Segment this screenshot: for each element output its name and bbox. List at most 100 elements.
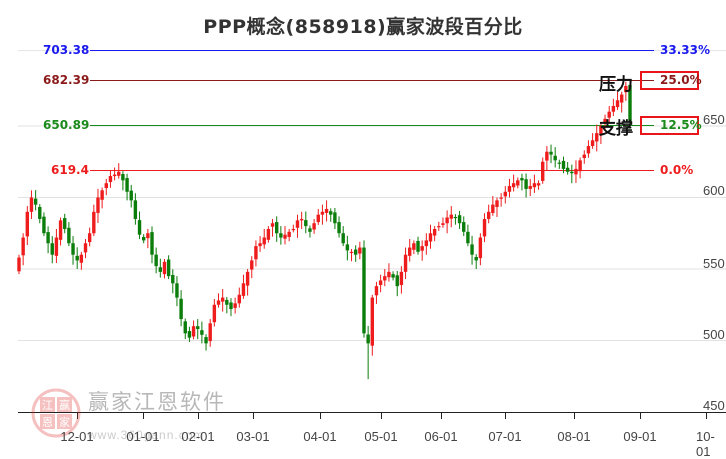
candle-body xyxy=(308,228,312,232)
candle-body xyxy=(237,294,241,304)
candle-body xyxy=(146,233,150,239)
candle-body xyxy=(337,222,341,234)
candle-body xyxy=(615,100,620,108)
candle-body xyxy=(179,298,183,320)
candle-body xyxy=(462,222,466,232)
candle-body xyxy=(245,271,250,286)
x-tick-label: 12-01 xyxy=(60,429,94,444)
x-tick-label: 01-01 xyxy=(126,429,160,444)
candle-body xyxy=(312,223,316,230)
candle-body xyxy=(611,105,616,112)
candle-body xyxy=(453,216,458,219)
candle-body xyxy=(79,254,84,263)
candle-body xyxy=(129,190,133,201)
candle-body xyxy=(399,271,404,286)
watermark-char: 恩 xyxy=(42,416,53,429)
candle-body xyxy=(370,297,374,346)
candle-body xyxy=(137,220,142,235)
level-pct-25: 25.0% xyxy=(660,73,702,87)
candle-body xyxy=(478,237,483,259)
candle-body xyxy=(75,255,79,261)
level-price-33: 703.38 xyxy=(43,43,90,57)
candle-body xyxy=(495,200,499,207)
candle-body xyxy=(229,302,233,310)
candle-body xyxy=(108,176,113,183)
candle-body xyxy=(133,200,138,219)
candle-body xyxy=(275,222,279,234)
candle-body xyxy=(117,171,121,176)
candle-body xyxy=(482,218,487,237)
x-tick-label: 07-01 xyxy=(488,429,522,444)
candle-body xyxy=(150,232,154,255)
y-tick-500: 500 xyxy=(703,327,725,342)
candle-body xyxy=(358,247,362,254)
level-box-125 xyxy=(640,116,699,135)
candle-body xyxy=(366,334,370,344)
candle-body xyxy=(565,167,570,172)
candle-body xyxy=(387,271,391,278)
x-tick-label: 02-01 xyxy=(181,429,215,444)
candle-body xyxy=(424,240,429,247)
candle-body xyxy=(557,162,562,164)
candle-body xyxy=(341,233,345,244)
candle-body xyxy=(545,151,549,161)
candle-body xyxy=(154,254,158,267)
candle-body xyxy=(507,186,512,192)
candle-body xyxy=(607,111,611,118)
candle-body xyxy=(200,330,204,335)
candle-body xyxy=(287,231,291,237)
candle-body xyxy=(432,228,437,236)
candle-body xyxy=(100,190,104,200)
candle-body xyxy=(353,249,358,255)
candle-body xyxy=(208,323,212,342)
candle-body xyxy=(324,208,329,213)
candle-body xyxy=(63,218,67,229)
candle-body xyxy=(570,171,574,174)
y-tick-600: 600 xyxy=(703,183,725,198)
candle-body xyxy=(524,179,528,189)
x-tick-label: 03-01 xyxy=(236,429,270,444)
watermark-logo-icon: 江 赢 恩 家 xyxy=(31,388,81,438)
candle-body xyxy=(486,211,491,219)
candle-body xyxy=(225,299,229,305)
candle-body xyxy=(304,220,308,227)
candle-body xyxy=(96,197,100,213)
y-tick-450: 450 xyxy=(703,398,725,413)
candle-body xyxy=(204,337,208,344)
candle-body xyxy=(457,215,462,224)
candle-body xyxy=(383,276,387,281)
candle-body xyxy=(250,260,254,270)
candle-body xyxy=(349,251,354,254)
candle-body xyxy=(320,211,325,215)
level-pct-33: 33.33% xyxy=(660,43,710,57)
candle-body xyxy=(374,286,379,296)
candle-body xyxy=(474,256,478,261)
candle-body xyxy=(87,233,92,243)
candle-body xyxy=(270,223,275,227)
candle-body xyxy=(220,297,225,302)
candle-body xyxy=(175,283,179,298)
y-tick-650: 650 xyxy=(703,112,725,127)
candle-body xyxy=(582,154,586,159)
candle-body xyxy=(216,300,221,305)
candle-body xyxy=(112,174,117,177)
candle-body xyxy=(241,283,246,296)
candle-body xyxy=(50,243,54,255)
candle-body xyxy=(42,216,46,234)
candle-body xyxy=(619,94,624,103)
candle-body xyxy=(590,140,595,147)
candle-body xyxy=(329,211,333,215)
candle-body xyxy=(166,259,171,277)
candle-body xyxy=(187,331,192,338)
pressure-annotation: 压力 xyxy=(599,75,633,95)
level-price-25: 682.39 xyxy=(43,73,90,87)
candle-body xyxy=(420,246,424,251)
candle-body xyxy=(125,178,129,192)
level-pct-0: 0.0% xyxy=(660,163,694,177)
candle-body xyxy=(38,206,42,219)
candle-body xyxy=(262,237,266,245)
watermark-char: 江 xyxy=(42,399,53,412)
candle-body xyxy=(17,257,21,272)
candle-body xyxy=(141,236,146,241)
candle-body xyxy=(470,244,474,255)
